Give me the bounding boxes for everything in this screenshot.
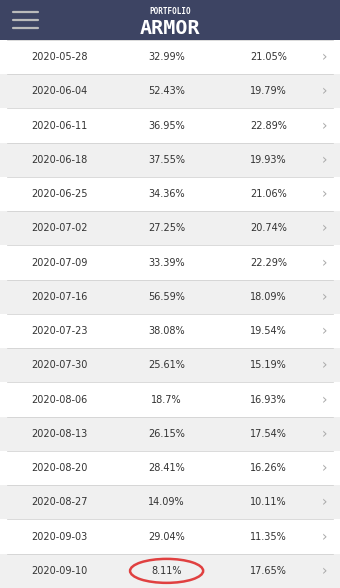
- FancyBboxPatch shape: [0, 417, 340, 451]
- Text: 26.15%: 26.15%: [148, 429, 185, 439]
- Text: ›: ›: [322, 290, 327, 304]
- Text: 56.59%: 56.59%: [148, 292, 185, 302]
- Text: 2020-08-13: 2020-08-13: [31, 429, 88, 439]
- Text: 2020-06-04: 2020-06-04: [31, 86, 88, 96]
- Text: 20.74%: 20.74%: [250, 223, 287, 233]
- Text: 2020-08-06: 2020-08-06: [31, 395, 88, 405]
- FancyBboxPatch shape: [0, 348, 340, 383]
- Text: ›: ›: [322, 187, 327, 201]
- FancyBboxPatch shape: [0, 280, 340, 314]
- Text: 34.36%: 34.36%: [148, 189, 185, 199]
- Text: ›: ›: [322, 530, 327, 544]
- FancyBboxPatch shape: [0, 143, 340, 177]
- Text: ›: ›: [322, 564, 327, 578]
- Text: 16.93%: 16.93%: [250, 395, 287, 405]
- Text: 2020-06-25: 2020-06-25: [31, 189, 88, 199]
- Text: 22.89%: 22.89%: [250, 121, 287, 131]
- Text: 52.43%: 52.43%: [148, 86, 185, 96]
- Text: 2020-08-27: 2020-08-27: [31, 497, 88, 507]
- Text: ›: ›: [322, 393, 327, 407]
- Text: ›: ›: [322, 324, 327, 338]
- Text: 17.54%: 17.54%: [250, 429, 287, 439]
- FancyBboxPatch shape: [0, 314, 340, 348]
- Text: ›: ›: [322, 461, 327, 475]
- Text: ›: ›: [322, 358, 327, 372]
- Text: ›: ›: [322, 495, 327, 509]
- FancyBboxPatch shape: [0, 177, 340, 211]
- Text: ›: ›: [322, 153, 327, 167]
- Text: 2020-09-10: 2020-09-10: [31, 566, 88, 576]
- Text: ›: ›: [322, 50, 327, 64]
- Text: 8.11%: 8.11%: [151, 566, 182, 576]
- Text: ARMOR: ARMOR: [140, 19, 200, 38]
- Text: 16.26%: 16.26%: [250, 463, 287, 473]
- Text: 2020-06-18: 2020-06-18: [31, 155, 88, 165]
- Text: ›: ›: [322, 256, 327, 270]
- Text: 19.93%: 19.93%: [250, 155, 287, 165]
- FancyBboxPatch shape: [0, 40, 340, 74]
- FancyBboxPatch shape: [0, 74, 340, 109]
- Text: 37.55%: 37.55%: [148, 155, 185, 165]
- FancyBboxPatch shape: [0, 520, 340, 554]
- Text: 2020-07-16: 2020-07-16: [31, 292, 88, 302]
- FancyBboxPatch shape: [0, 383, 340, 417]
- Text: 18.7%: 18.7%: [151, 395, 182, 405]
- Text: ›: ›: [322, 221, 327, 235]
- Text: 21.05%: 21.05%: [250, 52, 287, 62]
- Text: 38.08%: 38.08%: [148, 326, 185, 336]
- Text: 14.09%: 14.09%: [148, 497, 185, 507]
- Text: 2020-07-02: 2020-07-02: [31, 223, 88, 233]
- FancyBboxPatch shape: [0, 211, 340, 246]
- Text: 33.39%: 33.39%: [148, 258, 185, 268]
- FancyBboxPatch shape: [0, 485, 340, 520]
- FancyBboxPatch shape: [0, 246, 340, 280]
- Text: 36.95%: 36.95%: [148, 121, 185, 131]
- Text: 2020-06-11: 2020-06-11: [31, 121, 88, 131]
- Text: 21.06%: 21.06%: [250, 189, 287, 199]
- Text: 2020-09-03: 2020-09-03: [31, 532, 88, 542]
- Text: PORTFOLIO: PORTFOLIO: [149, 8, 191, 16]
- Text: 2020-05-28: 2020-05-28: [31, 52, 88, 62]
- Text: 10.11%: 10.11%: [250, 497, 287, 507]
- Text: 19.54%: 19.54%: [250, 326, 287, 336]
- Text: 19.79%: 19.79%: [250, 86, 287, 96]
- FancyBboxPatch shape: [0, 109, 340, 143]
- Text: 25.61%: 25.61%: [148, 360, 185, 370]
- Text: 2020-07-09: 2020-07-09: [31, 258, 88, 268]
- Text: 15.19%: 15.19%: [250, 360, 287, 370]
- Text: 28.41%: 28.41%: [148, 463, 185, 473]
- Text: ›: ›: [322, 119, 327, 133]
- FancyBboxPatch shape: [0, 0, 340, 40]
- Text: 29.04%: 29.04%: [148, 532, 185, 542]
- Text: 17.65%: 17.65%: [250, 566, 287, 576]
- Text: ›: ›: [322, 427, 327, 441]
- Text: 11.35%: 11.35%: [250, 532, 287, 542]
- Text: ›: ›: [322, 84, 327, 98]
- Text: 32.99%: 32.99%: [148, 52, 185, 62]
- FancyBboxPatch shape: [0, 451, 340, 485]
- Text: 2020-07-30: 2020-07-30: [31, 360, 88, 370]
- FancyBboxPatch shape: [0, 554, 340, 588]
- Text: 22.29%: 22.29%: [250, 258, 287, 268]
- Text: 2020-07-23: 2020-07-23: [31, 326, 88, 336]
- Text: 18.09%: 18.09%: [250, 292, 287, 302]
- Text: 2020-08-20: 2020-08-20: [31, 463, 88, 473]
- Text: 27.25%: 27.25%: [148, 223, 185, 233]
